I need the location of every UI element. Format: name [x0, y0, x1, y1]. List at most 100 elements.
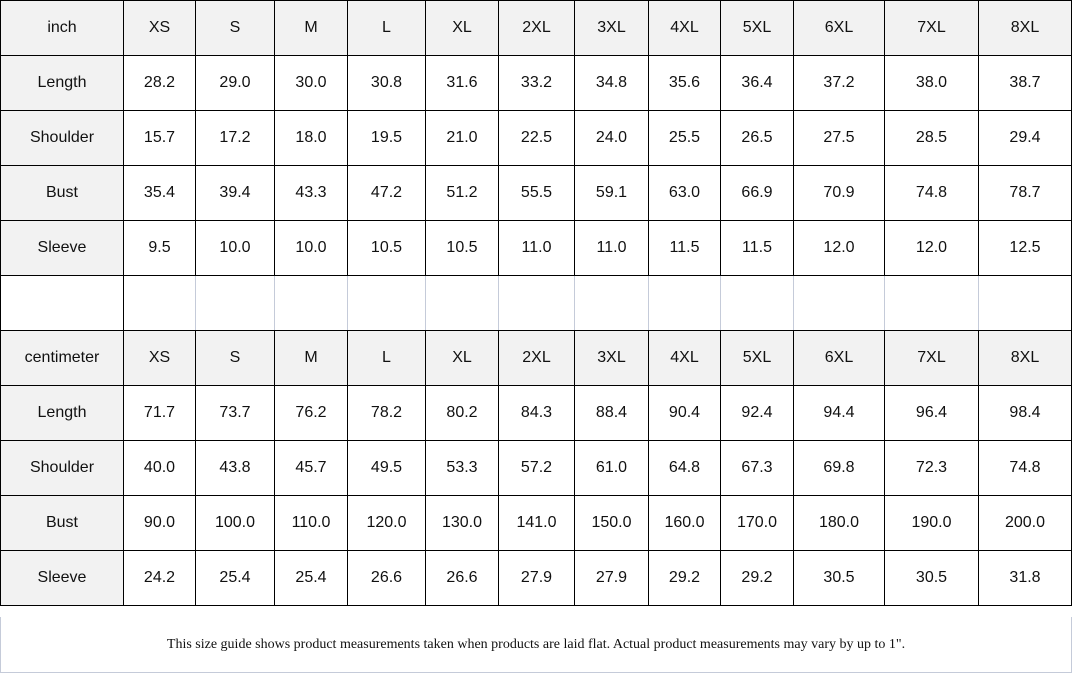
size-header: S	[195, 330, 275, 386]
measurement-cell: 100.0	[195, 495, 275, 551]
size-header: 8XL	[978, 0, 1072, 56]
measurement-cell: 17.2	[195, 110, 275, 166]
empty-cell	[347, 275, 426, 331]
size-header: 6XL	[793, 0, 885, 56]
measurement-cell: 10.5	[347, 220, 426, 276]
measurement-cell: 74.8	[884, 165, 979, 221]
measurement-cell: 47.2	[347, 165, 426, 221]
measurement-cell: 10.0	[195, 220, 275, 276]
measurement-cell: 9.5	[123, 220, 196, 276]
measurement-cell: 141.0	[498, 495, 575, 551]
unit-header: centimeter	[0, 330, 124, 386]
measurement-cell: 53.3	[425, 440, 499, 496]
measurement-cell: 24.2	[123, 550, 196, 606]
measurement-cell: 28.2	[123, 55, 196, 111]
measurement-cell: 84.3	[498, 385, 575, 441]
size-header: 5XL	[720, 0, 794, 56]
measurement-cell: 64.8	[648, 440, 721, 496]
empty-cell	[720, 275, 794, 331]
empty-cell	[274, 275, 348, 331]
measurement-cell: 36.4	[720, 55, 794, 111]
measurement-cell: 73.7	[195, 385, 275, 441]
measurement-cell: 35.6	[648, 55, 721, 111]
measurement-cell: 27.5	[793, 110, 885, 166]
measurement-cell: 72.3	[884, 440, 979, 496]
measurement-cell: 30.5	[793, 550, 885, 606]
empty-cell	[884, 275, 979, 331]
measurement-row: Length 71.7 73.7 76.2 78.2 80.2 84.3 88.4 90.4 92…	[0, 385, 1072, 441]
measurement-cell: 11.5	[720, 220, 794, 276]
measurement-cell: 30.8	[347, 55, 426, 111]
measurement-row: Sleeve 9.5 10.0 10.0 10.5 10.5 11.0 11.0 11.5 11.…	[0, 220, 1072, 276]
measurement-cell: 88.4	[574, 385, 649, 441]
measurement-cell: 29.2	[720, 550, 794, 606]
size-header: 7XL	[884, 0, 979, 56]
measurement-cell: 59.1	[574, 165, 649, 221]
unit-header: inch	[0, 0, 124, 56]
measurement-cell: 170.0	[720, 495, 794, 551]
measurement-cell: 98.4	[978, 385, 1072, 441]
size-header: 2XL	[498, 0, 575, 56]
row-label: Sleeve	[0, 220, 124, 276]
measurement-cell: 24.0	[574, 110, 649, 166]
measurement-cell: 69.8	[793, 440, 885, 496]
measurement-cell: 29.4	[978, 110, 1072, 166]
measurement-cell: 33.2	[498, 55, 575, 111]
row-label: Shoulder	[0, 440, 124, 496]
measurement-cell: 29.2	[648, 550, 721, 606]
measurement-cell: 94.4	[793, 385, 885, 441]
measurement-row: Bust 90.0 100.0 110.0 120.0 130.0 141.0 150.0 16…	[0, 495, 1072, 551]
measurement-cell: 10.0	[274, 220, 348, 276]
measurement-cell: 45.7	[274, 440, 348, 496]
measurement-row: Shoulder 15.7 17.2 18.0 19.5 21.0 22.5 24.0 25.5…	[0, 110, 1072, 166]
measurement-cell: 130.0	[425, 495, 499, 551]
row-label: Length	[0, 385, 124, 441]
measurement-cell: 18.0	[274, 110, 348, 166]
measurement-cell: 10.5	[425, 220, 499, 276]
measurement-cell: 21.0	[425, 110, 499, 166]
measurement-cell: 27.9	[498, 550, 575, 606]
size-header: 3XL	[574, 330, 649, 386]
measurement-cell: 190.0	[884, 495, 979, 551]
measurement-cell: 160.0	[648, 495, 721, 551]
measurement-cell: 200.0	[978, 495, 1072, 551]
empty-cell	[648, 275, 721, 331]
measurement-cell: 120.0	[347, 495, 426, 551]
measurement-cell: 80.2	[425, 385, 499, 441]
empty-cell	[425, 275, 499, 331]
measurement-cell: 78.7	[978, 165, 1072, 221]
measurement-cell: 40.0	[123, 440, 196, 496]
empty-cell	[793, 275, 885, 331]
size-header: L	[347, 330, 426, 386]
measurement-cell: 26.6	[347, 550, 426, 606]
measurement-cell: 38.0	[884, 55, 979, 111]
measurement-cell: 26.5	[720, 110, 794, 166]
measurement-cell: 76.2	[274, 385, 348, 441]
measurement-cell: 26.6	[425, 550, 499, 606]
size-header: 6XL	[793, 330, 885, 386]
size-header: 5XL	[720, 330, 794, 386]
measurement-cell: 27.9	[574, 550, 649, 606]
measurement-cell: 15.7	[123, 110, 196, 166]
measurement-cell: 43.8	[195, 440, 275, 496]
measurement-cell: 51.2	[425, 165, 499, 221]
measurement-cell: 180.0	[793, 495, 885, 551]
measurement-cell: 19.5	[347, 110, 426, 166]
measurement-cell: 90.4	[648, 385, 721, 441]
measurement-cell: 39.4	[195, 165, 275, 221]
size-header: 4XL	[648, 330, 721, 386]
size-header: M	[274, 330, 348, 386]
measurement-cell: 67.3	[720, 440, 794, 496]
measurement-cell: 43.3	[274, 165, 348, 221]
measurement-cell: 63.0	[648, 165, 721, 221]
measurement-cell: 71.7	[123, 385, 196, 441]
header-row: centimeter XS S M L XL 2XL 3XL 4XL 5XL 6XL 7XL 8XL	[0, 330, 1072, 386]
measurement-cell: 70.9	[793, 165, 885, 221]
size-header: XS	[123, 330, 196, 386]
size-header: 8XL	[978, 330, 1072, 386]
size-header: 4XL	[648, 0, 721, 56]
row-label: Bust	[0, 165, 124, 221]
size-header: M	[274, 0, 348, 56]
empty-cell	[978, 275, 1072, 331]
measurement-cell: 25.4	[274, 550, 348, 606]
